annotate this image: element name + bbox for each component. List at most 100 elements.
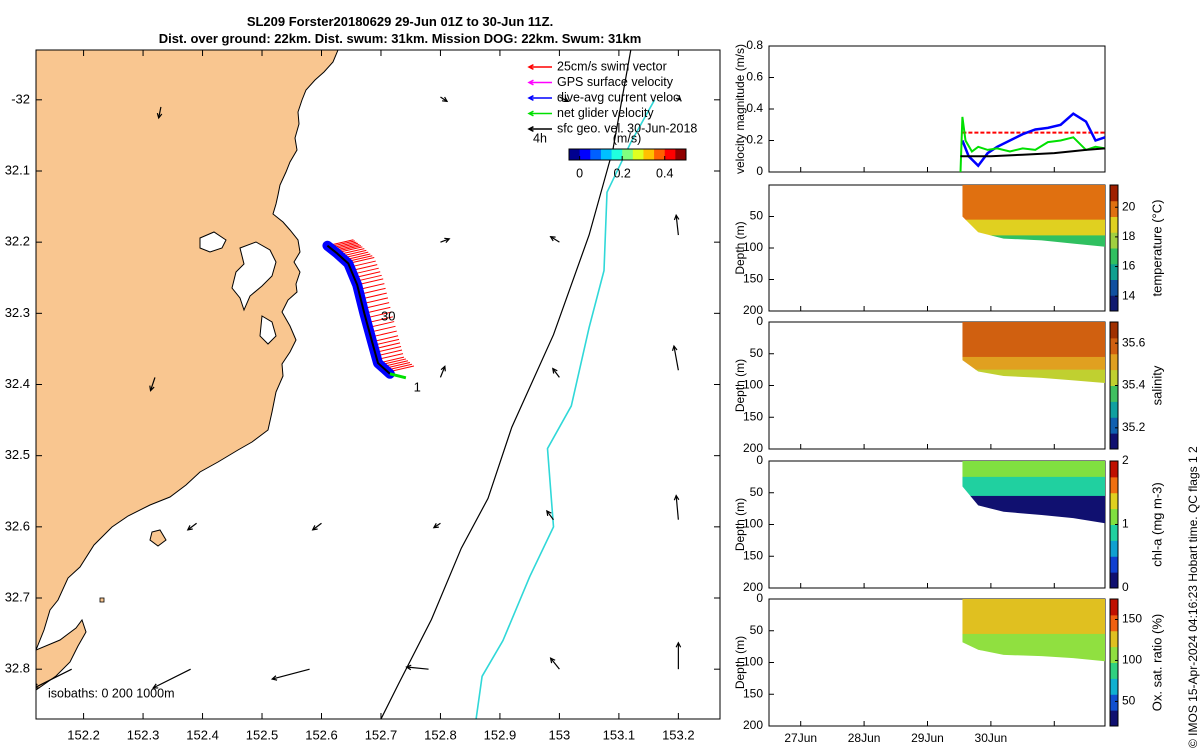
map-xtick-label: 153.1	[603, 727, 636, 742]
geo-vector-17	[152, 668, 191, 689]
geo-vector-6-shaft	[675, 215, 679, 236]
map-xtick-label: 152.4	[186, 727, 219, 742]
geo-vector-5-head	[549, 235, 556, 242]
geo-vector-9-shaft	[552, 368, 560, 378]
map-xtick-label: 152.9	[484, 727, 517, 742]
geo-vector-21-head	[675, 641, 682, 648]
speed-colorbar-left-label: 4h	[533, 131, 547, 145]
map-ytick-label: 32.3	[5, 305, 30, 320]
temperature-colorbar-cell	[1110, 232, 1118, 249]
map-ytick-label: 32.8	[5, 661, 30, 676]
isobath-label: isobaths: 0 200 1000m	[48, 686, 174, 700]
oxygen-colorbar-tick-label: 50	[1122, 694, 1136, 708]
temperature-colorbar-cell	[1110, 263, 1118, 280]
lake-wallis	[231, 241, 277, 312]
velocity-ytick-label: 0.6	[746, 70, 763, 84]
salinity-colorbar-tick-label: 35.6	[1122, 335, 1146, 349]
oxygen-colorbar-cell	[1110, 630, 1118, 648]
lake-smiths	[259, 315, 277, 345]
chl-a-colorbar: 0 1 2	[1109, 453, 1129, 594]
chart-title-line1: SL209 Forster20180629 29-Jun 01Z to 30-J…	[246, 14, 554, 29]
geo-vector-19-head	[405, 664, 412, 671]
oxygen-ytick-label: 0	[756, 591, 763, 605]
temperature-layer	[962, 219, 1105, 236]
chl-a-layer	[962, 461, 1105, 478]
geo-vector-4-head	[444, 237, 451, 243]
legend-arrow-3	[527, 110, 552, 117]
geo-vector-15	[673, 494, 680, 520]
salinity-colorbar-cell	[1110, 322, 1118, 339]
speed-colorbar-cell	[675, 149, 687, 160]
salinity-colorbar-cell	[1110, 369, 1118, 386]
geo-vector-15-head	[673, 494, 680, 501]
geo-vector-2-head	[563, 96, 570, 103]
oxygen-ylabel: Depth (m)	[733, 636, 747, 689]
date-tick-label: 30Jun	[975, 731, 1008, 745]
legend-label-2: dive-avg current veloc.	[557, 90, 683, 104]
geo-vector-18	[270, 668, 310, 681]
legend-arrow-0	[527, 64, 552, 70]
map-ytick-label: -32	[11, 91, 30, 106]
geo-vector-0	[156, 106, 163, 120]
salinity-colorbar-cell	[1110, 337, 1118, 355]
map-ytick-label: 32.4	[5, 376, 30, 391]
speed-colorbar-cell	[654, 149, 666, 160]
geo-vector-7	[149, 377, 156, 392]
velocity-ytick-label: 0.8	[746, 38, 763, 52]
legend-arrow-3-head	[527, 110, 534, 117]
geo-vector-5-shaft	[550, 236, 560, 243]
geo-vector-6	[673, 213, 680, 236]
map-annotation-0: 30	[381, 308, 395, 323]
legend-arrow-4-head	[527, 126, 534, 132]
date-tick-label: 27Jun	[784, 731, 817, 745]
geo-vector-20	[549, 657, 560, 670]
chl-a-colorbar-cell	[1110, 556, 1118, 573]
geo-vector-12	[311, 522, 322, 531]
oxygen-colorbar: 50 100 150	[1109, 598, 1142, 727]
legend-label-1: GPS surface velocity	[557, 75, 674, 89]
chl-a-ytick-label: 200	[743, 580, 763, 594]
island-dot	[99, 597, 105, 603]
geo-vector-14-shaft	[546, 510, 554, 521]
chl-a-colorbar-cell	[1110, 572, 1118, 589]
salinity-colorbar-tick-label: 35.2	[1122, 420, 1146, 434]
geo-vector-1	[440, 96, 449, 103]
map-xtick-label: 152.2	[67, 727, 100, 742]
velocity-series-3	[960, 147, 1106, 158]
oxygen-layer	[962, 649, 1105, 662]
oxygen-layer	[962, 633, 1105, 651]
salinity-ylabel: Depth (m)	[733, 359, 747, 412]
salinity-colorbar-cell	[1110, 433, 1118, 450]
map-xtick-label: 152.5	[246, 727, 279, 742]
geo-vector-13	[432, 522, 441, 529]
legend-arrow-4	[527, 126, 552, 132]
chl-a-colorbar-cell	[1110, 492, 1118, 510]
speed-colorbar	[568, 148, 687, 161]
date-tick-label: 28Jun	[848, 731, 881, 745]
map-xtick-label: 152.8	[424, 727, 457, 742]
geo-vector-7-head	[149, 385, 155, 392]
map-xtick-label: 152.7	[365, 727, 398, 742]
oxygen-data	[962, 599, 1105, 662]
salinity-ytick-label: 200	[743, 441, 763, 455]
geo-vector-10-head	[671, 344, 678, 352]
salinity-layer	[962, 356, 1105, 371]
oxygen-colorbar-cell	[1110, 710, 1118, 727]
speed-colorbar-cell	[643, 149, 655, 160]
geo-vector-1-shaft	[440, 96, 448, 102]
oxygen-colorbar-cell	[1110, 646, 1118, 663]
land-mass	[36, 50, 339, 651]
geo-vector-9-head	[552, 367, 558, 374]
speed-colorbar-cell	[664, 149, 676, 160]
chl-a-colorbar-cell	[1110, 540, 1118, 557]
credit-text: © IMOS 15-Apr-2024 04:16:23 Hobart time.…	[1186, 446, 1200, 748]
geo-vector-3	[675, 94, 682, 101]
oxygen-ytick-label: 50	[750, 623, 764, 637]
chl-a-colorbar-label: chl-a (mg m-3)	[1149, 482, 1164, 567]
geo-vector-14	[546, 509, 554, 521]
speed-colorbar-cell	[622, 149, 634, 160]
map-ytick-label: 32.7	[5, 589, 30, 604]
temperature-ytick-label: 50	[750, 209, 764, 223]
map-legend: 25cm/s swim vector GPS surface velocitydi…	[527, 59, 697, 135]
velocity-ytick-label: 0.2	[746, 133, 763, 147]
